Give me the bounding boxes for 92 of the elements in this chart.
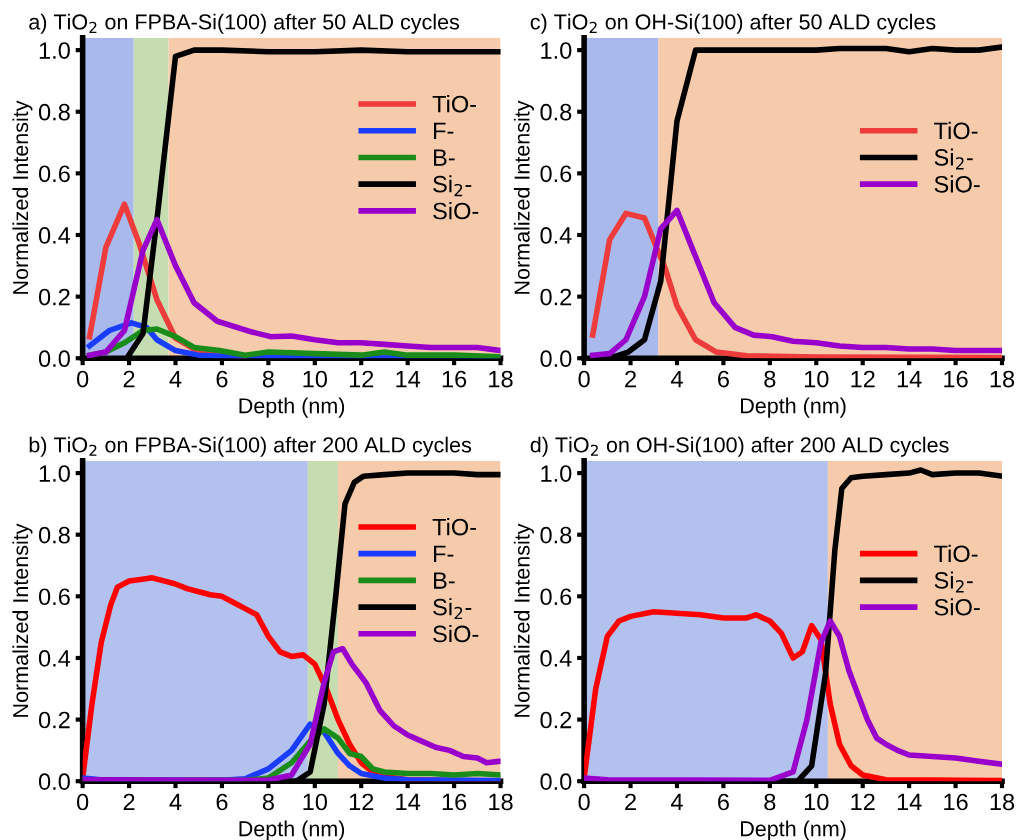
- x-axis-title: Depth (nm): [741, 397, 846, 418]
- y-tick-label: 0.6: [540, 588, 572, 606]
- y-tick-label: 0.8: [38, 526, 70, 544]
- legend-label: Si$_{2}$-: [934, 148, 973, 170]
- y-tick-label: 0.8: [38, 103, 70, 121]
- x-tick-label: 8: [764, 370, 776, 388]
- y-tick-label: 0.6: [540, 165, 572, 183]
- legend-label: TiO-: [432, 95, 477, 113]
- legend-label: TiO-: [432, 518, 477, 536]
- x-tick-label: 6: [216, 370, 228, 388]
- x-tick-label: 2: [625, 370, 636, 388]
- y-tick-label: 0.2: [38, 711, 70, 729]
- legend-label: F-: [434, 545, 454, 562]
- x-tick-label: 10: [303, 370, 328, 388]
- x-tick-label: 18: [489, 793, 513, 811]
- legend-label: B-: [434, 572, 455, 589]
- legend-label: B-: [434, 149, 455, 166]
- y-tick-label: 0.0: [540, 773, 572, 790]
- y-axis-title: Normalized Intensity: [12, 523, 33, 717]
- x-axis-title: Depth (nm): [239, 397, 345, 418]
- y-axis-title: Normalized Intensity: [513, 523, 534, 717]
- legend-label: SiO-: [934, 598, 980, 616]
- chart-title: a) TiO$_{2}$ on FPBA-Si(100) after 50 ALD cycles: [29, 13, 460, 34]
- x-tick-label: 14: [897, 793, 922, 811]
- y-tick-label: 0.2: [38, 288, 70, 306]
- legend-label: TiO-: [934, 121, 978, 140]
- y-tick-label: 1.0: [39, 42, 70, 59]
- y-tick-label: 0.4: [38, 650, 71, 667]
- x-tick-label: 0: [578, 370, 590, 388]
- legend-label: Si$_{2}$-: [934, 571, 973, 593]
- x-tick-label: 14: [396, 793, 421, 811]
- x-tick-label: 18: [489, 370, 513, 388]
- x-tick-label: 6: [718, 370, 729, 388]
- y-tick-label: 0.8: [540, 526, 572, 544]
- x-tick-label: 2: [625, 793, 636, 811]
- x-tick-label: 14: [897, 370, 922, 388]
- x-tick-label: 2: [123, 793, 135, 811]
- x-tick-label: 8: [764, 793, 776, 811]
- x-tick-label: 16: [944, 370, 968, 388]
- x-tick-label: 12: [851, 793, 875, 811]
- x-tick-label: 18: [990, 793, 1015, 811]
- x-tick-label: 12: [349, 793, 374, 811]
- x-tick-label: 8: [262, 793, 274, 811]
- x-tick-label: 8: [262, 370, 274, 388]
- x-tick-label: 6: [216, 793, 228, 811]
- x-tick-label: 16: [442, 793, 467, 811]
- chart-title: c) TiO$_{2}$ on OH-Si(100) after 50 ALD cycles: [530, 13, 936, 34]
- y-tick-label: 0.6: [38, 588, 70, 606]
- x-tick-label: 4: [169, 793, 182, 811]
- y-tick-label: 0.2: [540, 711, 572, 729]
- y-tick-label: 0.4: [540, 650, 572, 667]
- y-axis-title: Normalized Intensity: [12, 100, 33, 294]
- x-tick-label: 14: [396, 370, 421, 388]
- legend-label: F-: [434, 122, 454, 139]
- y-tick-label: 0.6: [38, 165, 70, 183]
- y-tick-label: 1.0: [541, 465, 572, 482]
- x-tick-label: 4: [670, 370, 683, 388]
- x-tick-label: 12: [349, 370, 374, 388]
- x-axis-title: Depth (nm): [741, 820, 846, 840]
- x-tick-label: 18: [990, 370, 1015, 388]
- y-axis-title: Normalized Intensity: [513, 100, 534, 294]
- y-tick-label: 1.0: [39, 465, 70, 482]
- y-tick-label: 0.0: [540, 350, 572, 368]
- x-tick-label: 16: [944, 793, 968, 811]
- x-tick-label: 4: [670, 793, 683, 811]
- legend-label: SiO-: [433, 624, 479, 643]
- y-tick-label: 0.2: [540, 288, 572, 306]
- x-tick-label: 2: [123, 370, 135, 388]
- y-tick-label: 0.8: [540, 103, 572, 121]
- y-tick-label: 0.0: [38, 773, 70, 790]
- legend-label: Si$_{2}$-: [433, 175, 472, 197]
- x-tick-label: 0: [578, 793, 590, 811]
- x-tick-label: 0: [77, 793, 89, 811]
- x-tick-label: 10: [804, 370, 829, 388]
- x-tick-label: 12: [851, 370, 875, 388]
- legend-label: Si$_{2}$-: [433, 598, 472, 620]
- x-tick-label: 0: [77, 370, 89, 388]
- chart-title: d) TiO$_{2}$ on OH-Si(100) after 200 ALD cycles: [530, 436, 949, 457]
- y-tick-label: 0.4: [540, 227, 572, 244]
- legend-label: SiO-: [433, 202, 479, 220]
- x-axis-title: Depth (nm): [239, 820, 345, 840]
- x-tick-label: 10: [804, 793, 829, 811]
- x-tick-label: 6: [718, 793, 729, 811]
- y-tick-label: 1.0: [541, 42, 572, 59]
- legend-label: SiO-: [934, 175, 980, 193]
- y-tick-label: 0.0: [38, 350, 70, 368]
- legend-label: TiO-: [934, 544, 978, 563]
- x-tick-label: 16: [442, 370, 467, 388]
- y-tick-label: 0.4: [38, 227, 71, 244]
- chart-title: b) TiO$_{2}$ on FPBA-Si(100) after 200 ALD cycles: [29, 436, 472, 457]
- x-tick-label: 4: [169, 370, 182, 388]
- x-tick-label: 10: [303, 793, 328, 811]
